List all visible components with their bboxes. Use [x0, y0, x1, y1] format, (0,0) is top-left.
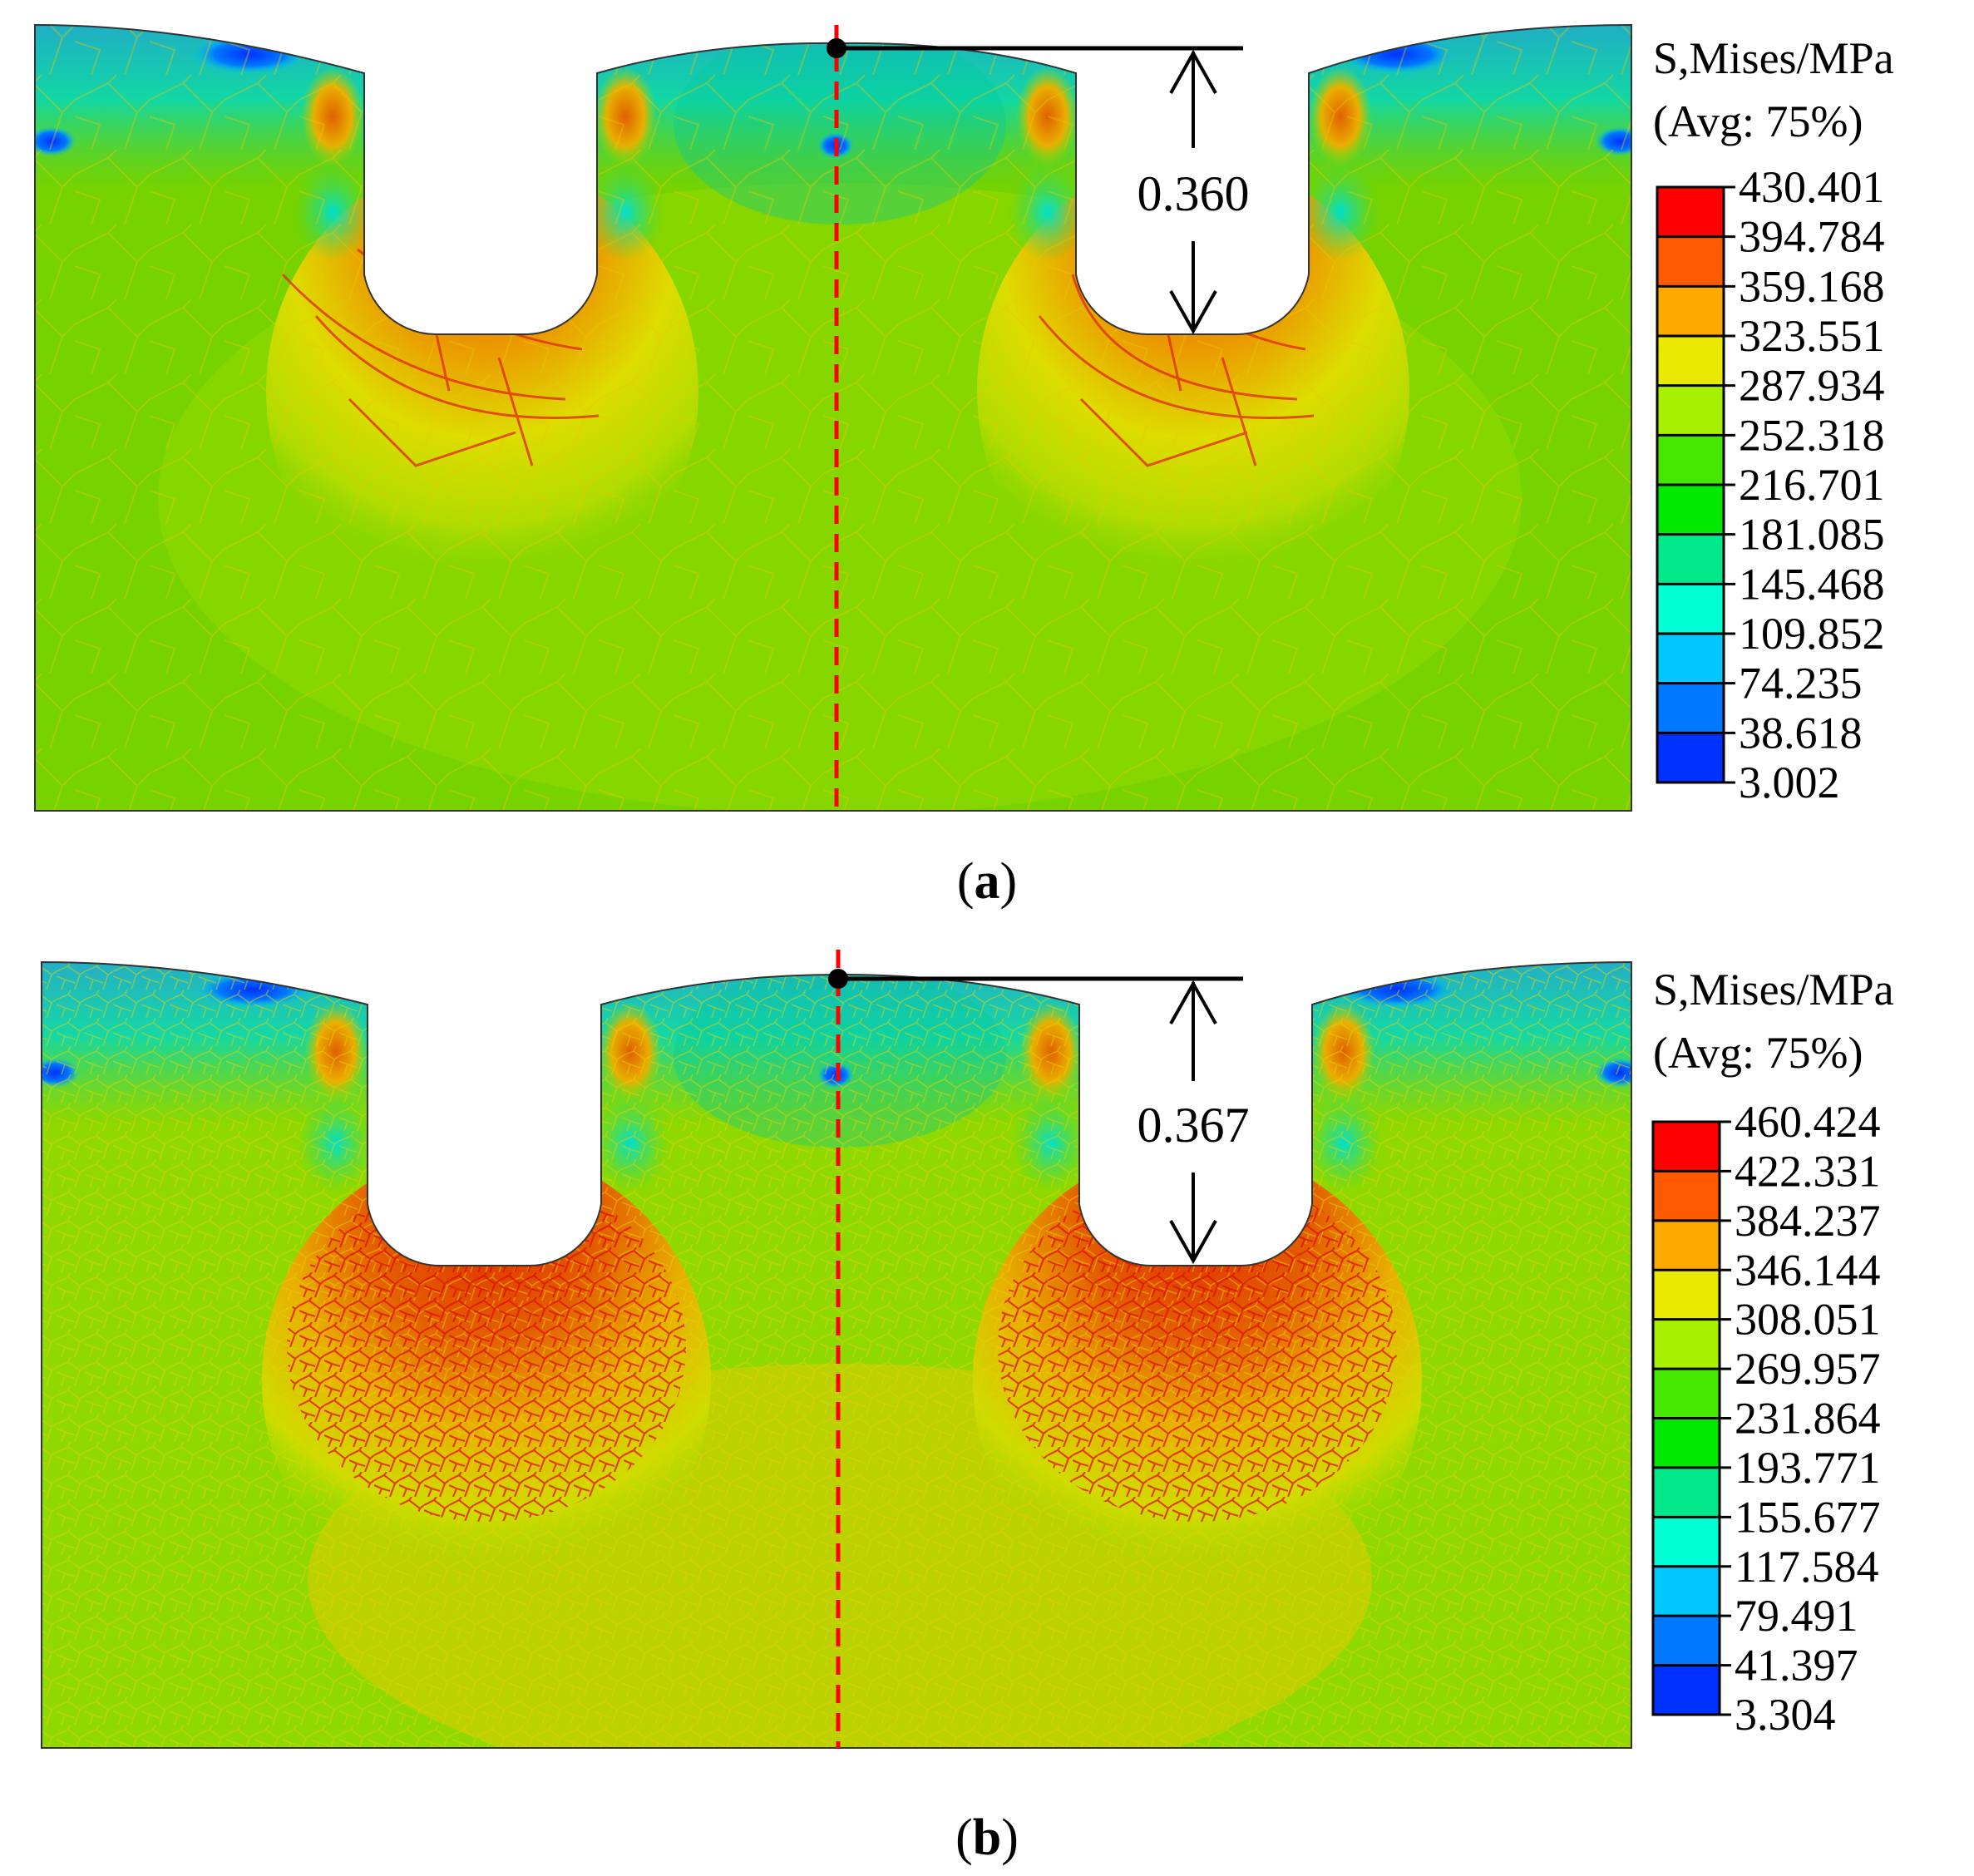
legend-swatch — [1653, 1122, 1720, 1172]
legend-labels-b: 460.424422.331384.237346.144308.051269.9… — [1735, 1097, 1881, 1740]
legend-value: 422.331 — [1735, 1146, 1881, 1196]
legend-swatch — [1653, 1467, 1720, 1518]
legend-value: 3.304 — [1735, 1690, 1836, 1740]
legend-title-a: S,Mises/MPa — [1653, 33, 1894, 83]
legend-swatch — [1657, 385, 1724, 436]
legend-value: 384.237 — [1735, 1196, 1881, 1246]
legend-swatch — [1653, 1171, 1720, 1221]
legend-swatch — [1657, 534, 1724, 585]
legend-swatch — [1653, 1369, 1720, 1419]
legend-swatch — [1653, 1566, 1720, 1617]
legend-swatch — [1657, 634, 1724, 684]
legend-value: 155.677 — [1735, 1492, 1881, 1542]
legend-value: 193.771 — [1735, 1443, 1881, 1493]
legend-subtitle-a: (Avg: 75%) — [1653, 96, 1863, 146]
legend-swatch — [1653, 1665, 1720, 1715]
legend-swatch — [1653, 1517, 1720, 1567]
dimension-a: 0.360 — [827, 38, 1250, 335]
legend-value: 308.051 — [1735, 1295, 1881, 1345]
panel-label-a: (a) — [957, 853, 1017, 910]
legend-swatch — [1653, 1270, 1720, 1320]
legend-swatch — [1653, 1418, 1720, 1468]
legend-value: 231.864 — [1735, 1394, 1881, 1444]
legend-value: 3.002 — [1739, 758, 1840, 807]
legend-value: 394.784 — [1739, 212, 1885, 262]
legend-swatch — [1657, 286, 1724, 336]
legend-swatch — [1657, 236, 1724, 287]
legend-b: S,Mises/MPa (Avg: 75%) 460.424422.331384… — [1651, 965, 1894, 1740]
legend-a: S,Mises/MPa (Avg: 75%) 430.401394.784359… — [1653, 33, 1894, 807]
legend-value: 323.551 — [1739, 311, 1885, 361]
legend-value: 109.852 — [1739, 609, 1885, 659]
legend-swatch — [1657, 584, 1724, 634]
legend-value: 430.401 — [1739, 162, 1885, 212]
legend-swatch — [1657, 336, 1724, 386]
legend-colorbar-b — [1651, 1120, 1731, 1716]
legend-swatch — [1657, 187, 1724, 237]
legend-value: 181.085 — [1739, 510, 1885, 560]
legend-value: 287.934 — [1739, 361, 1885, 411]
dimension-value-a: 0.360 — [1138, 166, 1250, 221]
dimension-b: 0.367 — [828, 969, 1250, 1265]
legend-swatch — [1657, 683, 1724, 733]
legend-value: 38.618 — [1739, 708, 1863, 758]
legend-value: 79.491 — [1735, 1591, 1858, 1641]
dimension-value-b: 0.367 — [1138, 1098, 1250, 1153]
legend-swatch — [1653, 1220, 1720, 1271]
legend-value: 74.235 — [1739, 659, 1863, 708]
legend-value: 252.318 — [1739, 410, 1885, 460]
legend-value: 117.584 — [1735, 1542, 1879, 1592]
panel-label-b: (b) — [955, 1809, 1019, 1866]
legend-swatch — [1653, 1616, 1720, 1666]
legend-border — [1656, 185, 1725, 784]
legend-border — [1651, 1120, 1721, 1716]
legend-value: 145.468 — [1739, 559, 1885, 609]
legend-value: 216.701 — [1739, 460, 1885, 510]
legend-labels-a: 430.401394.784359.168323.551287.934252.3… — [1739, 162, 1885, 807]
legend-swatch — [1657, 485, 1724, 535]
legend-swatch — [1657, 733, 1724, 782]
legend-value: 269.957 — [1735, 1344, 1881, 1394]
legend-swatch — [1653, 1319, 1720, 1370]
panel-b: 0.367 S,Mises/MPa (Avg: 75%) 460.424422.… — [41, 950, 1894, 1866]
legend-subtitle-b: (Avg: 75%) — [1653, 1028, 1863, 1078]
panel-a: 0.360 S,Mises/MPa (Avg: 75%) 430.401394.… — [34, 23, 1894, 910]
legend-value: 359.168 — [1739, 261, 1885, 311]
legend-colorbar-a — [1656, 185, 1735, 784]
legend-value: 460.424 — [1735, 1097, 1881, 1147]
legend-value: 346.144 — [1735, 1245, 1881, 1295]
legend-swatch — [1657, 435, 1724, 485]
legend-value: 41.397 — [1735, 1641, 1858, 1691]
legend-title-b: S,Mises/MPa — [1653, 965, 1894, 1015]
